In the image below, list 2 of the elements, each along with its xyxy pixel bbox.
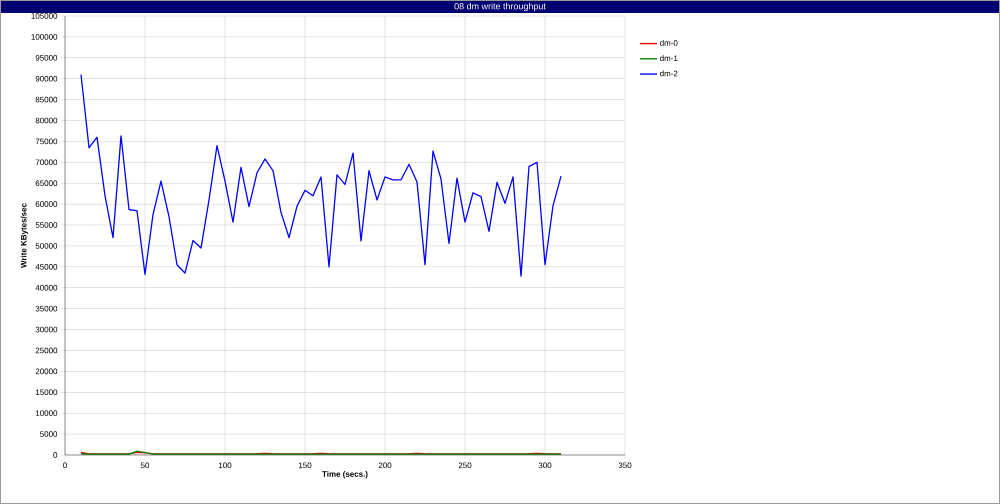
line-series — [80, 74, 562, 277]
chart-title: 08 dm write throughput — [454, 2, 546, 12]
